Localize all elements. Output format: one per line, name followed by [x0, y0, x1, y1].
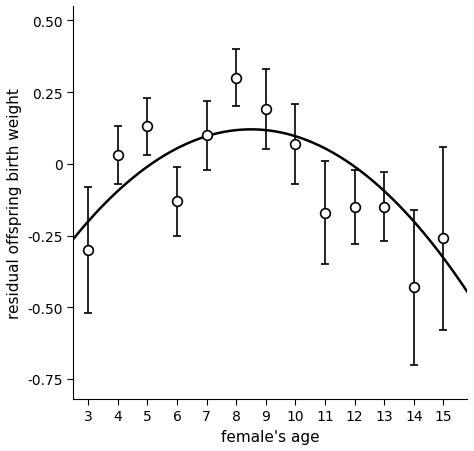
Y-axis label: residual offspring birth weight: residual offspring birth weight [7, 88, 22, 318]
X-axis label: female's age: female's age [221, 429, 319, 444]
